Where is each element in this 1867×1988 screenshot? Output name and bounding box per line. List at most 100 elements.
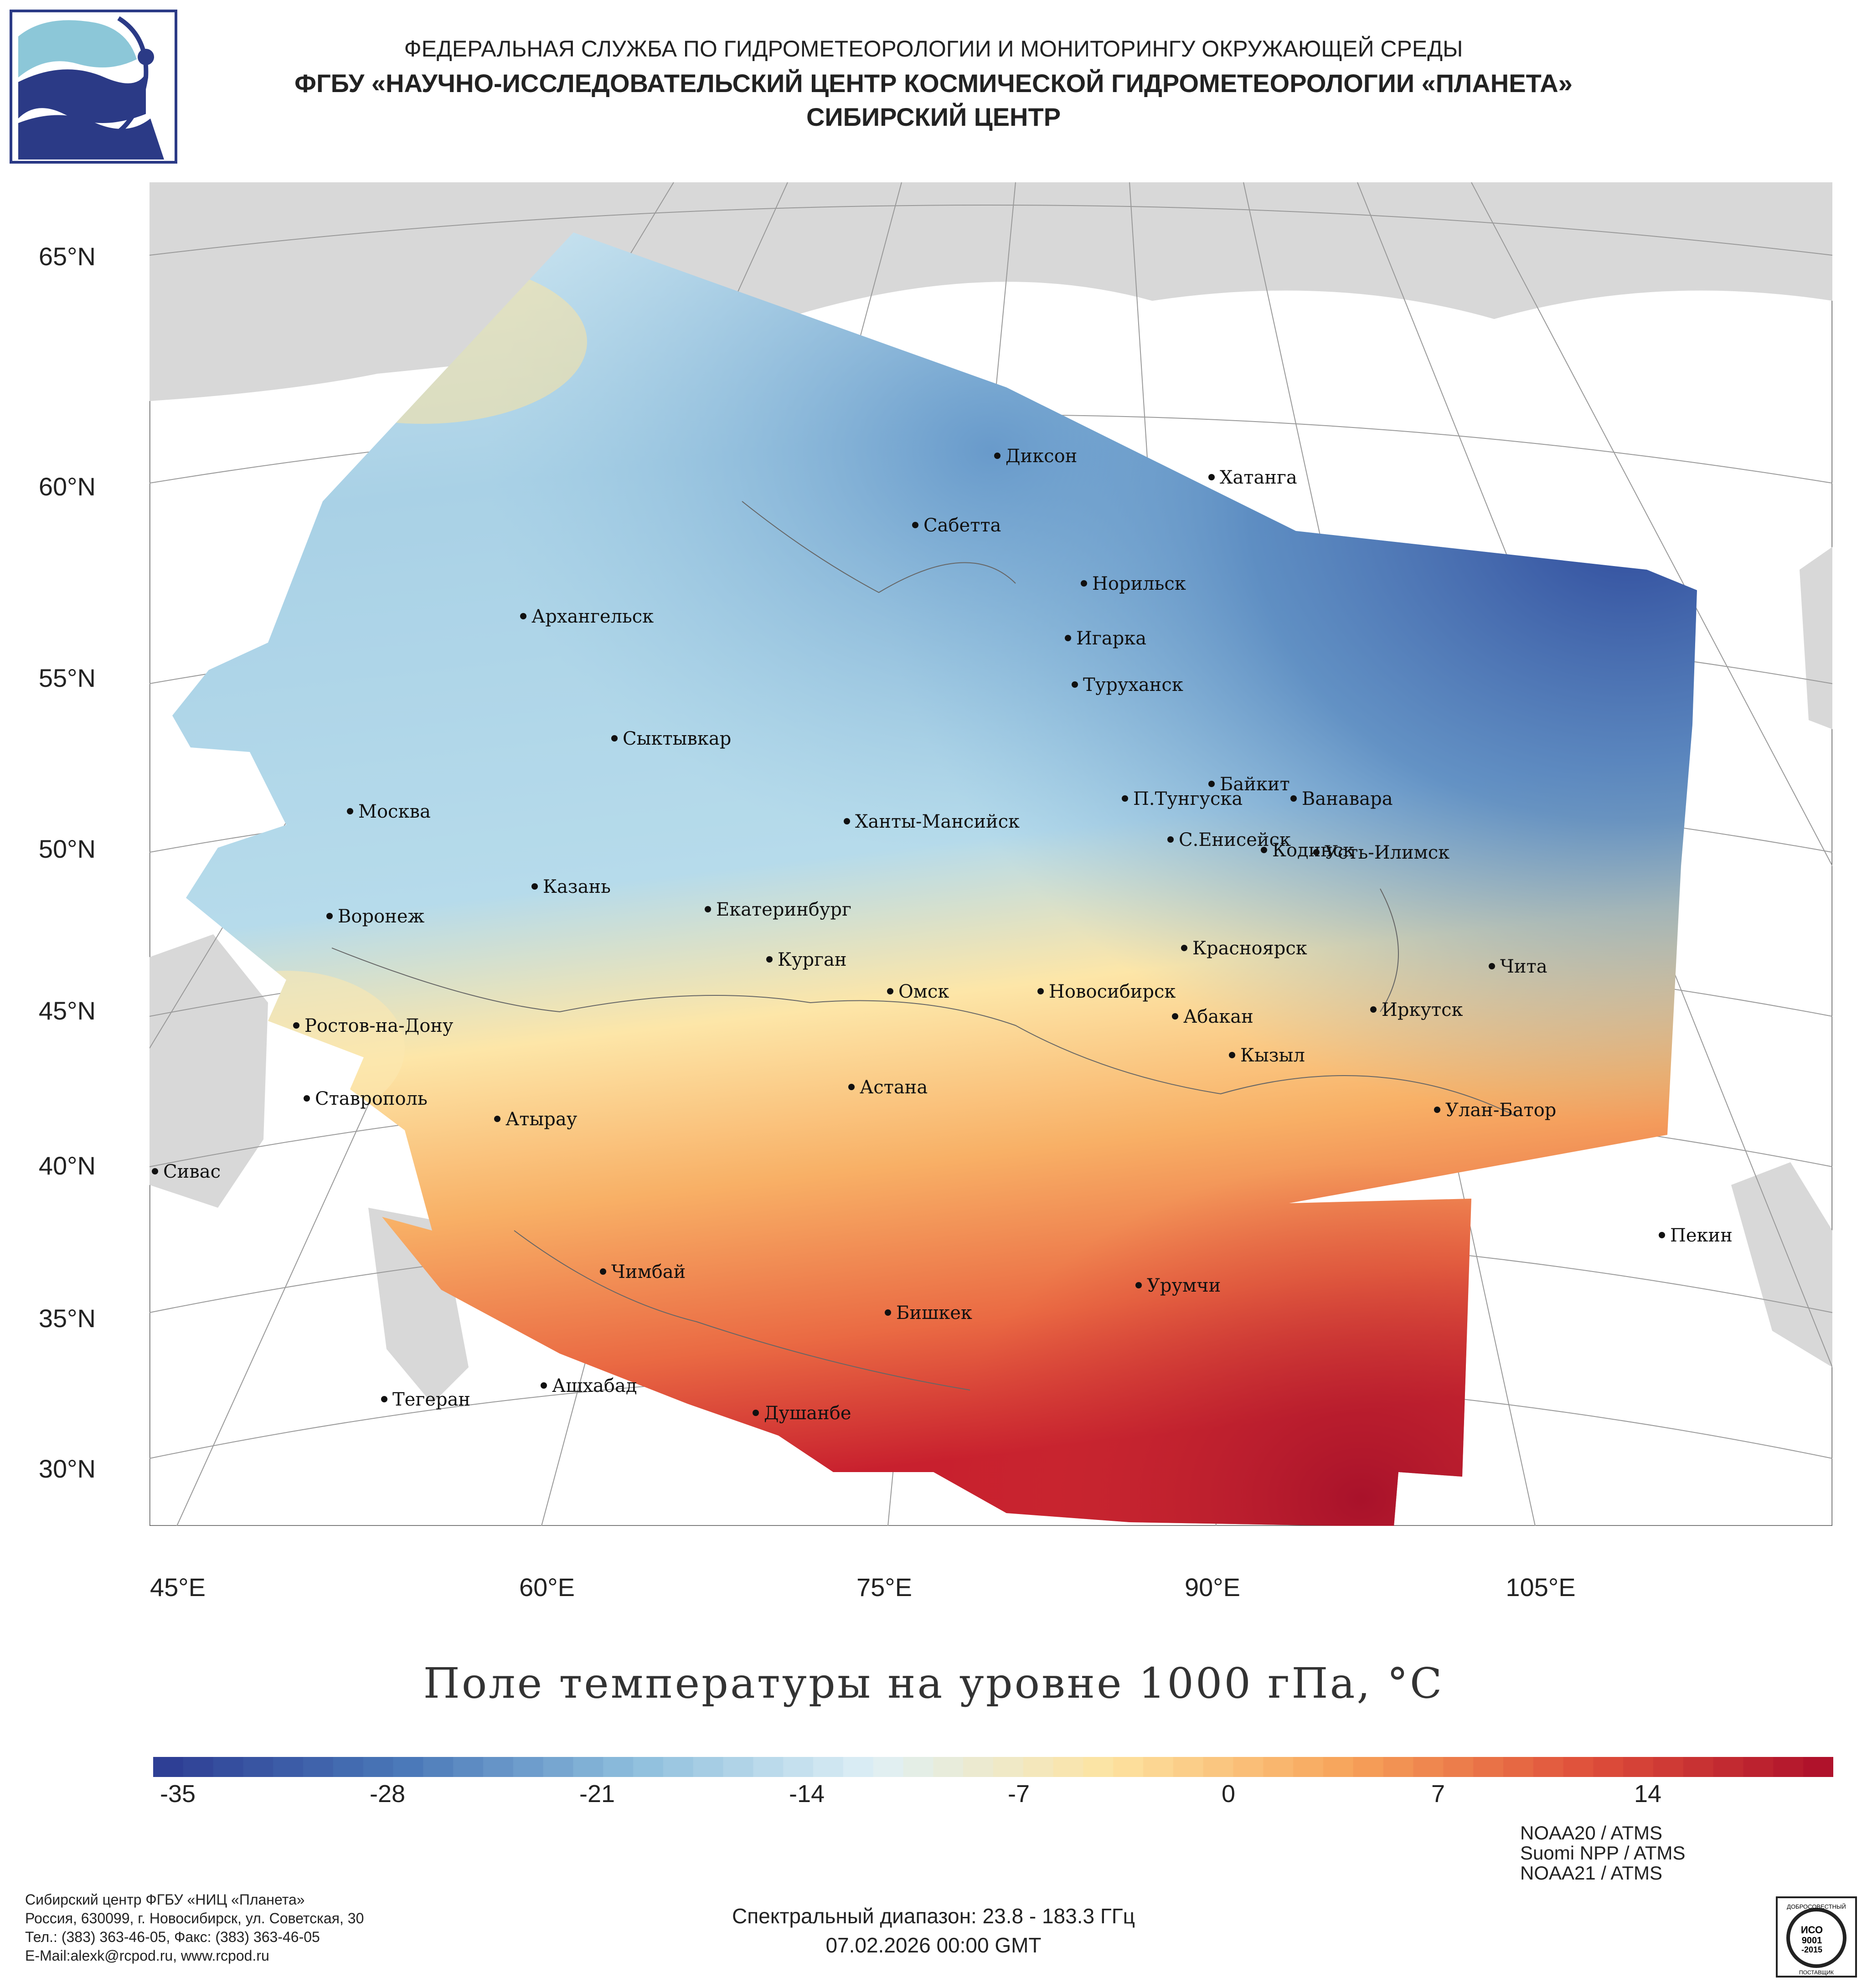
colorbar-cell	[183, 1757, 214, 1777]
header-institute: ФГБУ «НАУЧНО-ИССЛЕДОВАТЕЛЬСКИЙ ЦЕНТР КОС…	[294, 69, 1573, 98]
city-label: Пекин	[1670, 1225, 1733, 1246]
city-label: Ванавара	[1302, 788, 1393, 809]
city-label: Казань	[543, 876, 611, 897]
colorbar-cell	[1593, 1757, 1624, 1777]
city-marker	[1434, 1107, 1440, 1113]
city-marker	[1122, 795, 1128, 802]
city-label: Улан-Батор	[1445, 1100, 1556, 1121]
colorbar-cell	[1023, 1757, 1054, 1777]
colorbar-tick: 14	[1634, 1780, 1662, 1808]
city-label: Душанбе	[764, 1403, 851, 1424]
colorbar-cell	[513, 1757, 544, 1777]
colorbar-tick: -35	[160, 1780, 196, 1808]
colorbar-cell	[453, 1757, 484, 1777]
lon-label: 60°E	[519, 1573, 575, 1602]
city-marker	[1181, 945, 1187, 951]
city-label: Омск	[898, 981, 949, 1002]
colorbar-cell	[1083, 1757, 1114, 1777]
city-marker	[887, 988, 893, 994]
cert-top-text: ДОБРОСОВЕСТНЫЙ	[1787, 1903, 1846, 1910]
lat-label: 50°N	[38, 834, 96, 863]
city-label: Туруханск	[1083, 675, 1183, 695]
city-marker	[520, 613, 526, 619]
colorbar-tick: -21	[579, 1780, 615, 1808]
colorbar-cell	[1683, 1757, 1714, 1777]
colorbar-cell	[1743, 1757, 1774, 1777]
colorbar-cell	[1563, 1757, 1594, 1777]
lon-label: 75°E	[856, 1573, 913, 1602]
city-label: Усть-Илимск	[1325, 842, 1449, 863]
colorbar-cell	[1203, 1757, 1234, 1777]
city-label: Атырау	[505, 1109, 578, 1130]
city-marker	[848, 1084, 855, 1090]
city-label: П.Тунгуска	[1133, 788, 1243, 809]
colorbar-cell	[1533, 1757, 1564, 1777]
footer-email: E-Mail:alexk@rcpod.ru, www.rcpod.ru	[25, 1947, 269, 1964]
colorbar-cell	[903, 1757, 934, 1777]
borders	[331, 501, 1517, 1391]
city-marker	[1167, 836, 1174, 843]
city-label: Красноярск	[1192, 938, 1307, 959]
city-label: С.Енисейск	[1179, 829, 1291, 850]
colorbar-cell	[633, 1757, 664, 1777]
colorbar-cell	[723, 1757, 754, 1777]
city-marker	[541, 1382, 547, 1389]
colorbar-cell	[1323, 1757, 1354, 1777]
satellite: NOAA21 / ATMS	[1520, 1862, 1662, 1884]
colorbar-cell	[1293, 1757, 1324, 1777]
colorbar-cell	[1473, 1757, 1504, 1777]
city-marker	[1370, 1006, 1377, 1013]
colorbar-cell	[993, 1757, 1024, 1777]
lat-label: 65°N	[38, 242, 96, 271]
colorbar-tick: -7	[1007, 1780, 1030, 1808]
city-label: Архангельск	[531, 606, 654, 627]
city-marker	[1313, 849, 1320, 855]
colorbar-cell	[1263, 1757, 1294, 1777]
city-label: Тегеран	[392, 1389, 470, 1410]
city-label: Москва	[358, 801, 431, 822]
lon-label: 105°E	[1506, 1573, 1576, 1602]
colorbar-cell	[393, 1757, 423, 1777]
city-marker	[600, 1268, 606, 1275]
spectral-range: Спектральный диапазон: 23.8 - 183.3 ГГц	[732, 1904, 1135, 1928]
header-agency: ФЕДЕРАЛЬНАЯ СЛУЖБА ПО ГИДРОМЕТЕОРОЛОГИИ …	[404, 36, 1463, 62]
city-label: Сыктывкар	[623, 728, 731, 749]
colorbar-cell	[153, 1757, 184, 1777]
colorbar-cell	[1143, 1757, 1174, 1777]
colorbar-cell	[783, 1757, 814, 1777]
map-title: Поле температуры на уровне 1000 гПа, °C	[423, 1659, 1444, 1708]
colorbar-cell	[573, 1757, 603, 1777]
logo	[10, 10, 177, 164]
colorbar-cell	[843, 1757, 874, 1777]
city-marker	[347, 808, 353, 814]
satellite: Suomi NPP / ATMS	[1520, 1842, 1686, 1864]
cert-year: -2015	[1801, 1945, 1822, 1954]
colorbar-cell	[1503, 1757, 1534, 1777]
colorbar-cell	[363, 1757, 394, 1777]
lat-label: 60°N	[38, 472, 96, 501]
colorbar-cell	[483, 1757, 514, 1777]
city-marker	[844, 818, 850, 824]
satellite: NOAA20 / ATMS	[1520, 1822, 1662, 1844]
city-label: Ашхабад	[552, 1375, 637, 1396]
city-label: Чимбай	[611, 1262, 686, 1282]
city-marker	[1172, 1013, 1178, 1020]
colorbar-cell	[1233, 1757, 1264, 1777]
city-label: Кызыл	[1240, 1045, 1305, 1066]
city-label: Абакан	[1183, 1006, 1253, 1027]
colorbar-cell	[1443, 1757, 1474, 1777]
colorbar-cell	[603, 1757, 634, 1777]
colorbar-cell	[1383, 1757, 1414, 1777]
cert-bottom-text: ПОСТАВЩИК	[1799, 1969, 1834, 1976]
colorbar-cell	[753, 1757, 784, 1777]
city-label: Норильск	[1092, 573, 1186, 594]
city-marker	[304, 1095, 310, 1102]
colorbar-cell	[933, 1757, 964, 1777]
colorbar-cell	[1713, 1757, 1744, 1777]
city-label: Урумчи	[1147, 1275, 1221, 1296]
colorbar-cell	[663, 1757, 694, 1777]
city-label: Чита	[1500, 956, 1547, 977]
city-marker	[1659, 1232, 1665, 1238]
city-marker	[326, 913, 333, 919]
city-marker	[994, 453, 1001, 459]
